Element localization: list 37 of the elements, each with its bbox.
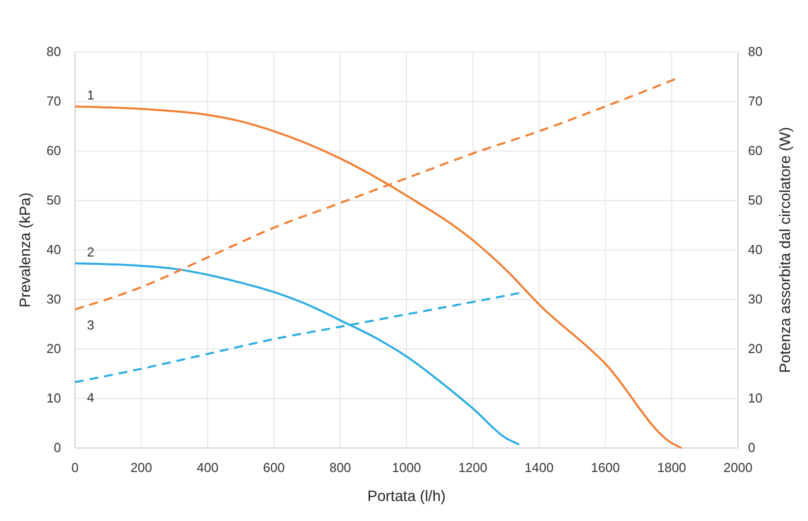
y-tick-label: 70 xyxy=(46,94,61,108)
y2-tick-label: 10 xyxy=(748,390,762,406)
x-tick-label: 400 xyxy=(196,460,218,475)
y-tick-label: 60 xyxy=(46,143,61,158)
x-tick-label: 1000 xyxy=(392,460,421,475)
x-tick-label: 200 xyxy=(130,460,152,475)
y2-tick-label: 30 xyxy=(748,292,762,306)
y-tick-label: 0 xyxy=(54,440,61,455)
series-label: 1 xyxy=(87,87,94,102)
x-tick-label: 1600 xyxy=(590,460,620,475)
y2-tick-label: 70 xyxy=(748,94,762,108)
y2-axis-title: Potenza assorbita dal circolatore (W) xyxy=(777,127,794,373)
x-tick-label: 2000 xyxy=(724,460,752,475)
x-tick-label: 1800 xyxy=(657,460,686,475)
y2-tick-label: 40 xyxy=(748,242,762,257)
y2-tick-label: 0 xyxy=(748,440,756,455)
y-tick-label: 50 xyxy=(46,192,61,208)
x-tick-label: 800 xyxy=(329,460,352,475)
line-series xyxy=(74,262,520,446)
x-tick-label: 600 xyxy=(263,460,285,475)
x-tick-label: 1400 xyxy=(524,460,554,475)
y-tick-label: 40 xyxy=(46,242,61,257)
y-tick-label: 80 xyxy=(46,44,61,59)
series-label: 4 xyxy=(87,390,94,406)
x-tick-label: 0 xyxy=(71,460,79,475)
y-tick-label: 10 xyxy=(46,390,61,406)
y2-tick-label: 50 xyxy=(748,192,762,208)
x-axis-title: Portata (l/h) xyxy=(367,488,446,505)
series-label: 2 xyxy=(87,244,94,260)
series-label: 3 xyxy=(87,317,94,332)
y2-tick-label: 80 xyxy=(748,44,762,59)
y2-tick-label: 60 xyxy=(748,143,762,158)
y-tick-label: 20 xyxy=(46,341,61,356)
y-axis-title: Prevalenza (kPa) xyxy=(17,192,34,308)
y-tick-label: 30 xyxy=(46,292,61,306)
y2-tick-label: 20 xyxy=(748,341,762,356)
x-tick-label: 1200 xyxy=(458,460,488,475)
